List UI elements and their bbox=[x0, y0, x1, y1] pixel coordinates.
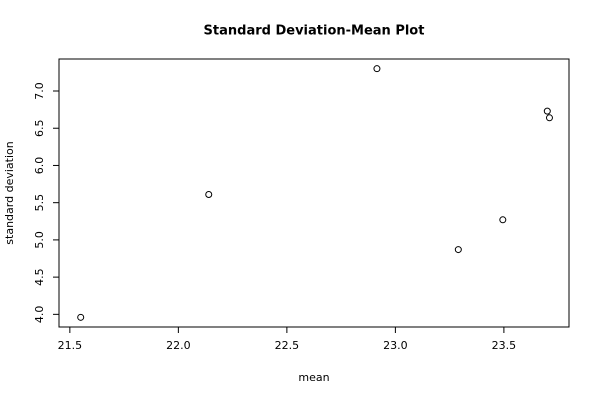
x-tick-label: 21.5 bbox=[58, 339, 83, 352]
y-tick-label: 5.0 bbox=[33, 231, 46, 249]
y-axis-label: standard deviation bbox=[3, 141, 16, 244]
x-tick-label: 22.0 bbox=[166, 339, 191, 352]
x-tick-label: 23.0 bbox=[383, 339, 408, 352]
x-tick-label: 23.5 bbox=[492, 339, 517, 352]
y-tick-label: 4.0 bbox=[33, 306, 46, 324]
point bbox=[543, 107, 551, 115]
x-tick-label: 22.5 bbox=[275, 339, 300, 352]
plot-frame bbox=[58, 58, 570, 328]
y-tick-label: 4.5 bbox=[33, 268, 46, 286]
chart-title: Standard Deviation-Mean Plot bbox=[204, 24, 425, 39]
y-tick-label: 7.0 bbox=[33, 82, 46, 100]
point bbox=[205, 190, 213, 198]
point bbox=[454, 246, 462, 254]
y-tick-label: 5.5 bbox=[33, 194, 46, 212]
x-axis-label: mean bbox=[298, 371, 329, 384]
point bbox=[373, 65, 381, 73]
point bbox=[499, 216, 507, 224]
y-tick-label: 6.0 bbox=[33, 157, 46, 175]
y-tick-label: 6.5 bbox=[33, 119, 46, 137]
point bbox=[77, 313, 85, 321]
point bbox=[545, 114, 553, 122]
